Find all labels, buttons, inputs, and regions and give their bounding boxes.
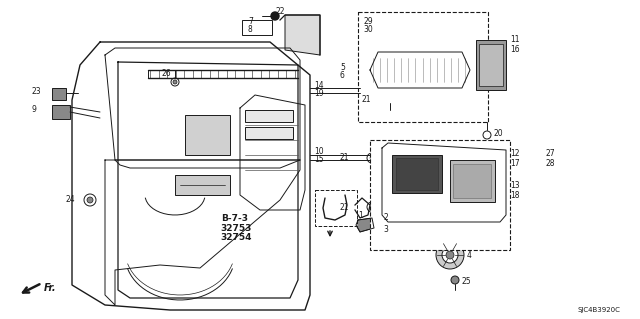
Text: 2: 2 (383, 213, 388, 222)
Text: 27: 27 (545, 149, 555, 158)
Bar (245, 127, 293, 139)
Text: 18: 18 (510, 190, 520, 199)
Text: 28: 28 (545, 159, 554, 167)
Bar (453, 164, 491, 198)
Circle shape (367, 153, 377, 163)
Text: 21: 21 (340, 153, 349, 162)
Text: 21: 21 (340, 203, 349, 211)
Text: 25: 25 (462, 278, 472, 286)
Circle shape (370, 156, 374, 160)
Bar (242, 20, 272, 35)
Circle shape (436, 241, 464, 269)
Text: 11: 11 (510, 35, 520, 44)
Text: 21: 21 (362, 95, 371, 105)
Circle shape (171, 78, 179, 86)
Circle shape (388, 96, 392, 100)
Bar (392, 155, 442, 193)
Circle shape (483, 131, 491, 139)
Text: 6: 6 (340, 71, 345, 80)
Text: 24: 24 (66, 196, 76, 204)
Text: 29: 29 (363, 18, 372, 26)
Circle shape (370, 205, 374, 209)
Text: 23: 23 (32, 86, 42, 95)
Text: 17: 17 (510, 159, 520, 167)
Circle shape (385, 93, 395, 103)
Bar (396, 158, 438, 190)
Polygon shape (285, 15, 320, 55)
Text: SJC4B3920C: SJC4B3920C (577, 307, 620, 313)
Polygon shape (18, 283, 42, 295)
Bar (185, 115, 230, 155)
Bar (370, 140, 510, 250)
Text: 19: 19 (314, 88, 324, 98)
Text: 15: 15 (314, 155, 324, 165)
Bar (358, 12, 488, 122)
Text: 26: 26 (162, 70, 172, 78)
Text: 1: 1 (358, 211, 363, 219)
Text: 32753: 32753 (221, 224, 252, 233)
Circle shape (442, 247, 458, 263)
Text: 32754: 32754 (221, 233, 252, 242)
Circle shape (87, 197, 93, 203)
Text: 3: 3 (383, 226, 388, 234)
Text: Fr.: Fr. (44, 283, 56, 293)
Text: 5: 5 (340, 63, 345, 72)
Polygon shape (356, 218, 374, 232)
Text: 20: 20 (494, 129, 504, 137)
Text: 4: 4 (467, 250, 472, 259)
Text: 12: 12 (510, 149, 520, 158)
Polygon shape (382, 143, 506, 222)
Text: 7: 7 (248, 18, 253, 26)
Circle shape (173, 80, 177, 84)
Circle shape (84, 194, 96, 206)
Bar (175, 175, 230, 195)
Text: 30: 30 (363, 26, 372, 34)
Bar (450, 160, 495, 202)
Bar (245, 110, 293, 122)
Polygon shape (370, 52, 470, 88)
Text: 9: 9 (32, 106, 37, 115)
Text: 10: 10 (314, 147, 324, 157)
Bar (52, 88, 66, 100)
Text: 14: 14 (314, 80, 324, 90)
Text: 13: 13 (510, 181, 520, 189)
Bar (479, 44, 503, 86)
Circle shape (271, 12, 279, 20)
Text: 22: 22 (275, 8, 285, 17)
Circle shape (446, 251, 454, 259)
Circle shape (367, 202, 377, 212)
Text: 16: 16 (510, 46, 520, 55)
Bar (476, 40, 506, 90)
Circle shape (451, 276, 459, 284)
Text: B-7-3: B-7-3 (221, 214, 248, 223)
Bar (315, 190, 357, 226)
Bar (52, 105, 70, 119)
Text: 8: 8 (248, 26, 253, 34)
